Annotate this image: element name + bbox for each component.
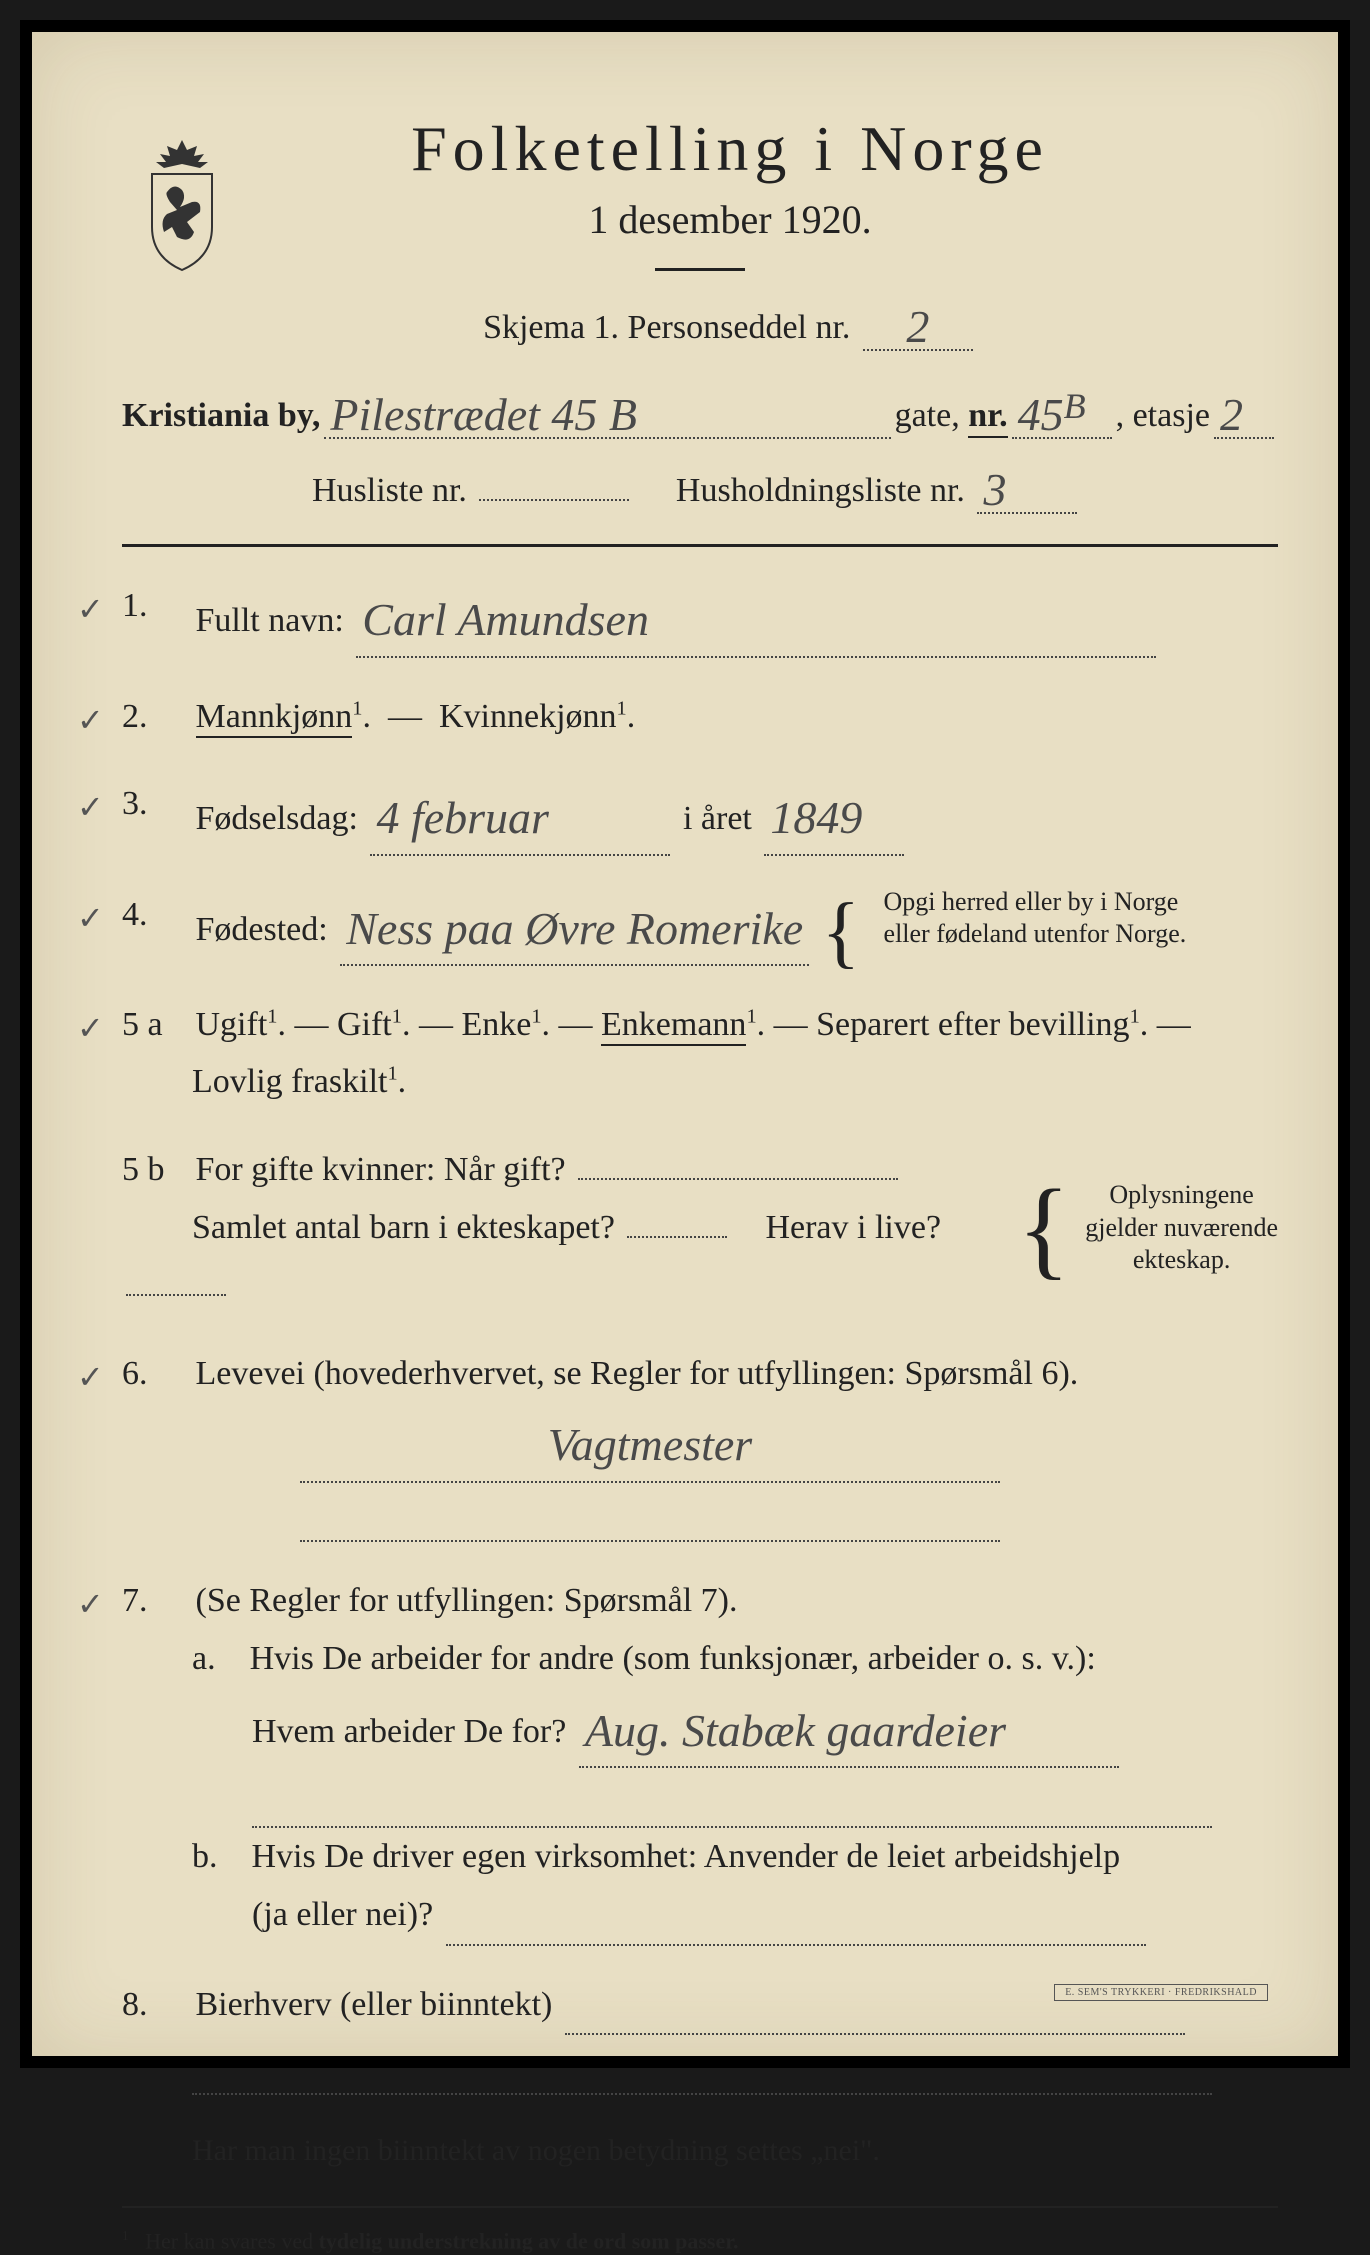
- q5b-l2b: Herav i live?: [765, 1209, 941, 1246]
- subtitle: 1 desember 1920.: [182, 196, 1278, 243]
- q4-note: Opgi herred eller by i Norge eller fødel…: [884, 886, 1187, 951]
- house-nr: 45: [1018, 389, 1064, 440]
- hushold-label: Husholdningsliste nr.: [676, 472, 965, 509]
- divider: [655, 268, 745, 271]
- q5b-side1: Oplysningene: [1109, 1180, 1253, 1209]
- street-name: Pilestrædet 45 B: [330, 389, 637, 440]
- q4-value: Ness paa Øvre Romerike: [346, 903, 803, 954]
- check-icon: ✓: [77, 1350, 104, 1404]
- city-label: Kristiania by,: [122, 397, 320, 435]
- foot-num: 1: [122, 2228, 129, 2243]
- q7-label: (Se Regler for utfyllingen: Spørsmål 7).: [196, 1582, 738, 1619]
- house-nr-suffix: B: [1064, 386, 1086, 426]
- q4-num: 4.: [122, 886, 187, 944]
- tail-note: Har man ingen biinntekt av nogen betydni…: [192, 2125, 1278, 2176]
- q4-note2: eller fødeland utenfor Norge.: [884, 919, 1187, 948]
- main-title: Folketelling i Norge: [182, 112, 1278, 186]
- check-icon: ✓: [77, 582, 104, 636]
- skjema-line: Skjema 1. Personseddel nr. 2: [182, 296, 1278, 351]
- footer-divider: [122, 2206, 1278, 2208]
- etasje-label: , etasje: [1116, 397, 1210, 435]
- brace-icon: {: [822, 908, 860, 956]
- q5a-row: ✓ 5 a Ugift1. — Gift1. — Enke1. — Enkema…: [122, 996, 1278, 1112]
- husliste-line: Husliste nr. Husholdningsliste nr. 3: [312, 459, 1278, 514]
- q6-num: 6.: [122, 1345, 187, 1403]
- q7a-val: Aug. Stabæk gaardeier: [585, 1705, 1006, 1756]
- q3-num: 3.: [122, 775, 187, 833]
- section-divider: [122, 544, 1278, 547]
- q3-year-label: i året: [683, 800, 752, 837]
- check-icon: ✓: [77, 1577, 104, 1631]
- q7-num: 7.: [122, 1572, 187, 1630]
- q7b-text: Hvis De driver egen virksomhet: Anvender…: [252, 1838, 1121, 1875]
- q1-value: Carl Amundsen: [362, 594, 649, 645]
- q6-value: Vagtmester: [548, 1419, 752, 1470]
- q5b-note: Oplysningene gjelder nuværende ekteskap.: [1085, 1179, 1278, 1277]
- header: Folketelling i Norge 1 desember 1920. Sk…: [122, 112, 1278, 351]
- q2-row: ✓ 2. Mannkjønn1. — Kvinnekjønn1.: [122, 688, 1278, 746]
- q2-opt2: Kvinnekjønn: [439, 698, 617, 735]
- q8-label: Bierhverv (eller biinntekt): [196, 1986, 553, 2023]
- q2-num: 2.: [122, 688, 187, 746]
- q6-row: ✓ 6. Levevei (hovederhvervet, se Regler …: [122, 1345, 1278, 1543]
- q3-year: 1849: [770, 792, 862, 843]
- coat-of-arms-icon: [132, 132, 232, 272]
- q5a-last: Lovlig fraskilt: [192, 1063, 387, 1100]
- q5b-side3: ekteskap.: [1133, 1245, 1230, 1274]
- q7a-q: Hvem arbeider De for?: [252, 1713, 566, 1750]
- q5b-l1: For gifte kvinner: Når gift?: [196, 1151, 566, 1188]
- q5b-side2: gjelder nuværende: [1085, 1213, 1278, 1242]
- q8-num: 8.: [122, 1976, 187, 2034]
- q7a-text: Hvis De arbeider for andre (som funksjon…: [250, 1640, 1096, 1677]
- q5a-num: 5 a: [122, 996, 187, 1054]
- footnote: 1 Her kan svares ved tydelig understrekn…: [122, 2228, 1278, 2254]
- hushold-val: 3: [983, 464, 1006, 515]
- q4-label: Fødested:: [196, 911, 328, 948]
- nr-label: nr.: [968, 397, 1007, 438]
- q3-day: 4 februar: [376, 792, 549, 843]
- check-icon: ✓: [77, 693, 104, 747]
- husliste-label: Husliste nr.: [312, 472, 467, 509]
- gate-label: gate,: [895, 397, 960, 435]
- check-icon: ✓: [77, 1001, 104, 1055]
- skjema-label: Skjema 1. Personseddel nr.: [483, 309, 850, 346]
- q7a-label: a.: [192, 1640, 216, 1677]
- q1-num: 1.: [122, 577, 187, 635]
- q1-row: ✓ 1. Fullt navn: Carl Amundsen: [122, 577, 1278, 657]
- q5b-num: 5 b: [122, 1141, 187, 1199]
- personseddel-nr: 2: [906, 301, 929, 352]
- q7b-label: b.: [192, 1838, 218, 1875]
- brace-icon: {: [1017, 1195, 1070, 1261]
- census-form-page: Folketelling i Norge 1 desember 1920. Sk…: [20, 20, 1350, 2068]
- q5b-row: 5 b For gifte kvinner: Når gift? Samlet …: [122, 1141, 1278, 1314]
- q2-opt1: Mannkjønn: [196, 698, 353, 738]
- q4-note1: Opgi herred eller by i Norge: [884, 887, 1179, 916]
- q5a-opt3: Enkemann: [601, 1006, 746, 1046]
- q5b-l2a: Samlet antal barn i ekteskapet?: [192, 1209, 615, 1246]
- q1-label: Fullt navn:: [196, 602, 344, 639]
- q3-label: Fødselsdag:: [196, 800, 358, 837]
- q5a-opt0: Ugift: [196, 1006, 268, 1043]
- check-icon: ✓: [77, 891, 104, 945]
- q5a-opt2: Enke: [461, 1006, 531, 1043]
- q5a-opt4: Separert efter bevilling: [816, 1006, 1129, 1043]
- check-icon: ✓: [77, 780, 104, 834]
- q4-row: ✓ 4. Fødested: Ness paa Øvre Romerike { …: [122, 886, 1278, 966]
- q3-row: ✓ 3. Fødselsdag: 4 februar i året 1849: [122, 775, 1278, 855]
- q5a-opt1: Gift: [337, 1006, 392, 1043]
- q6-label: Levevei (hovederhvervet, se Regler for u…: [196, 1355, 1079, 1392]
- q7b-q: (ja eller nei)?: [252, 1896, 433, 1933]
- q7-row: ✓ 7. (Se Regler for utfyllingen: Spørsmå…: [122, 1572, 1278, 1945]
- printer-stamp: E. SEM'S TRYKKERI · FREDRIKSHALD: [1054, 1984, 1268, 2001]
- etasje-val: 2: [1220, 389, 1243, 440]
- foot-bold: tydelig understrekning av de ord som pas…: [319, 2229, 739, 2254]
- address-line: Kristiania by, Pilestrædet 45 B gate, nr…: [122, 381, 1278, 439]
- foot-text: Her kan svares ved: [145, 2229, 313, 2254]
